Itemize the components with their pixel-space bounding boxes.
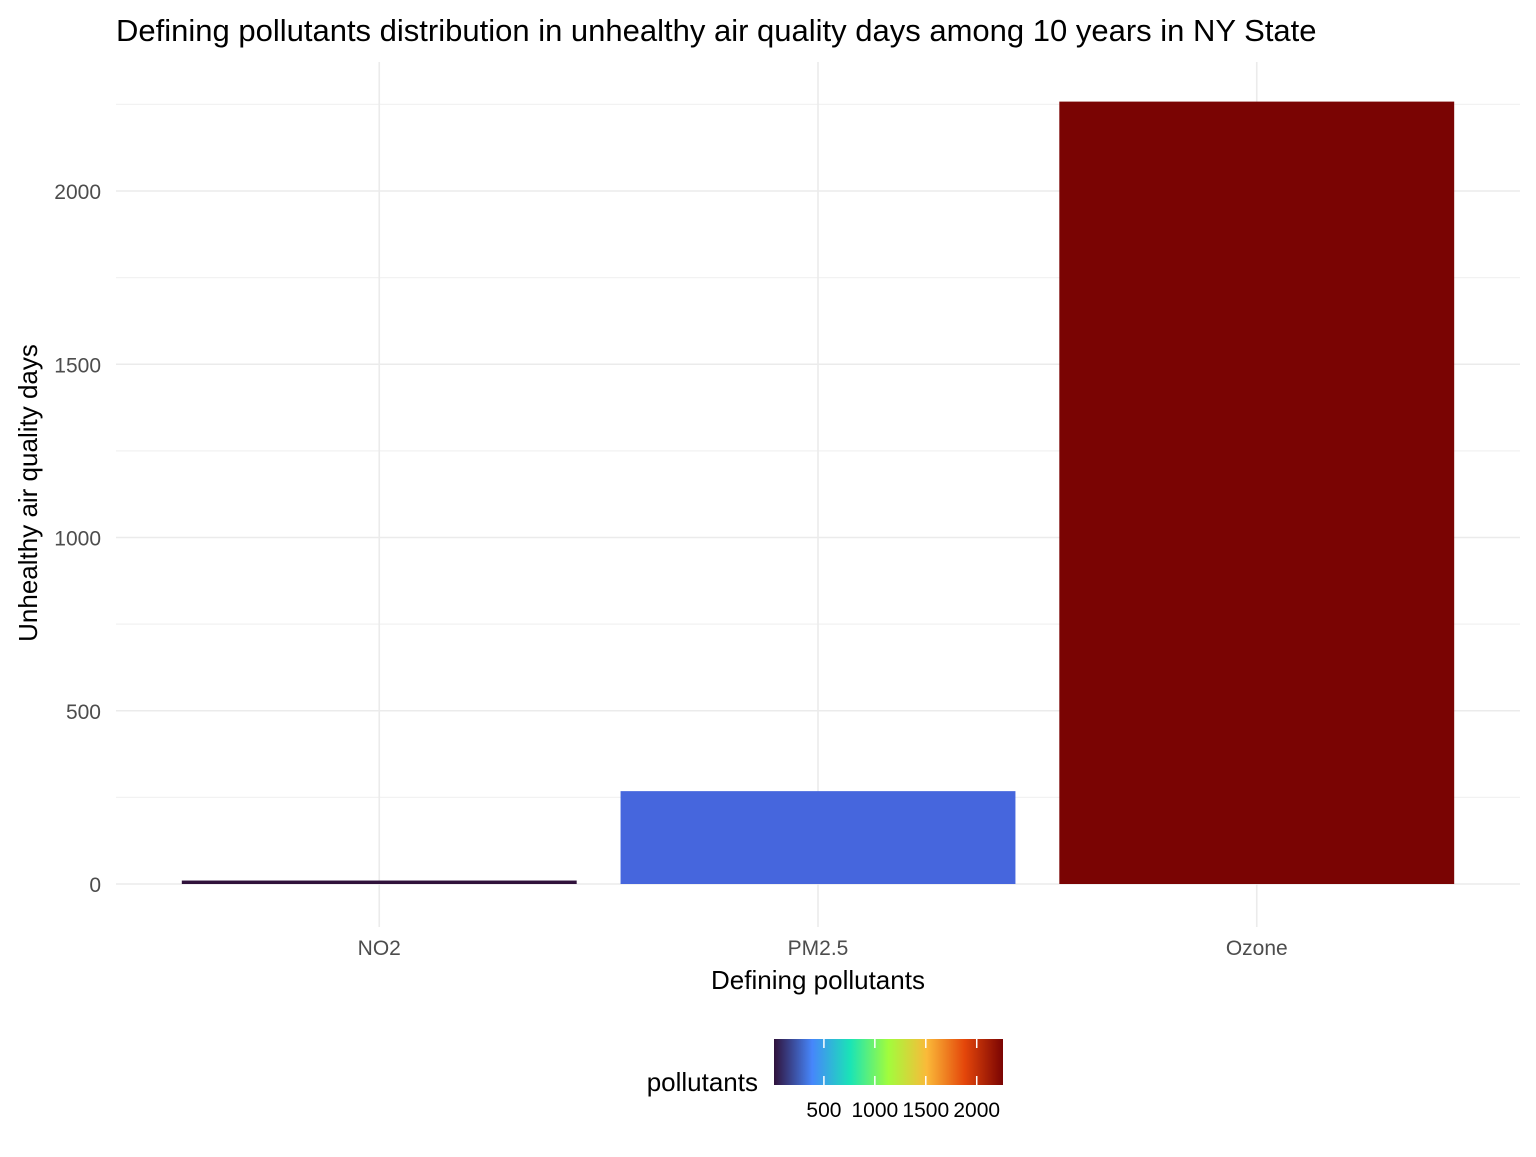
y-axis-ticks: 0 500 1000 1500 2000 <box>54 181 101 897</box>
x-axis-title: Defining pollutants <box>711 965 925 995</box>
bar-pm2-5 <box>620 791 1016 884</box>
legend-tick-label: 1000 <box>851 1099 898 1122</box>
legend-tick-label: 1500 <box>902 1099 949 1122</box>
legend-title: pollutants <box>647 1067 758 1097</box>
y-tick-label: 500 <box>66 701 101 724</box>
chart-title: Defining pollutants distribution in unhe… <box>116 13 1317 48</box>
x-tick-label: NO2 <box>358 937 401 960</box>
y-tick-label: 2000 <box>54 181 101 204</box>
legend-ticks: 500 1000 1500 2000 <box>806 1039 1000 1122</box>
bar-no2 <box>181 880 577 884</box>
bar-ozone <box>1059 101 1455 884</box>
legend: pollutants 500 1000 1500 2000 <box>647 1039 1003 1122</box>
x-tick-label: PM2.5 <box>788 937 849 960</box>
y-tick-label: 1500 <box>54 354 101 377</box>
legend-tick-label: 500 <box>806 1099 841 1122</box>
y-axis-title: Unhealthy air quality days <box>13 344 43 642</box>
bars <box>181 101 1455 884</box>
x-tick-label: Ozone <box>1226 937 1288 960</box>
y-tick-label: 0 <box>89 874 101 897</box>
x-axis-ticks: NO2 PM2.5 Ozone <box>358 937 1288 960</box>
y-tick-label: 1000 <box>54 528 101 551</box>
legend-colorbar <box>774 1039 1003 1085</box>
legend-tick-label: 2000 <box>953 1099 1000 1122</box>
